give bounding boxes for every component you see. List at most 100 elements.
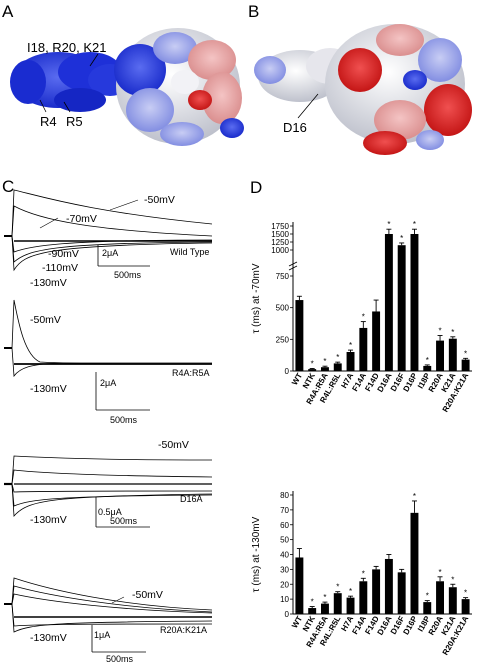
panel-c-letter: C [2, 177, 14, 196]
r20k21-scale-time: 500ms [106, 654, 134, 664]
significance-star: * [336, 583, 339, 592]
wt-v-90: -90mV [48, 248, 79, 260]
bar [346, 597, 355, 614]
significance-star: * [311, 359, 314, 368]
bar [461, 599, 470, 614]
significance-star: * [413, 220, 416, 229]
panel-d-letter: D [250, 178, 262, 197]
significance-star: * [336, 353, 339, 362]
d16a-v-130: -130mV [30, 514, 67, 526]
y-tick-label: 50 [280, 536, 289, 545]
r20k21-v-50: -50mV [132, 589, 163, 601]
significance-star: * [311, 598, 314, 607]
significance-star: * [413, 492, 416, 501]
bar [397, 572, 406, 614]
label-r4: R4 [40, 114, 57, 129]
y-tick-label: 70 [280, 506, 289, 515]
bar [372, 569, 381, 614]
panel-b: B D16 [248, 2, 472, 155]
r4r5-name: R4A:R5A [172, 368, 210, 378]
panel-a-letter: A [2, 2, 14, 21]
significance-star: * [349, 587, 352, 596]
significance-star: * [451, 328, 454, 337]
wt-v-130: -130mV [30, 277, 67, 289]
y-tick-label: 40 [280, 551, 289, 560]
wt-v-110: -110mV [42, 262, 78, 274]
axis-break-mark [288, 265, 298, 271]
bar [295, 557, 304, 614]
r4r5-scale-time: 500ms [110, 415, 138, 425]
significance-star: * [387, 220, 390, 229]
trace-d16a: -50mV -130mV 0.5μA 500ms D16A [4, 439, 213, 528]
x-tick-label: D16P [401, 614, 419, 636]
label-r5: R5 [66, 114, 83, 129]
significance-star: * [323, 593, 326, 602]
significance-star: * [464, 349, 467, 358]
significance-star: * [362, 569, 365, 578]
y-axis-label: τ (ms) at -130mV [251, 516, 262, 592]
bar [423, 602, 432, 614]
bar [448, 587, 457, 614]
r20k21-name: R20A:K21A [160, 625, 207, 635]
bar [308, 369, 317, 371]
bar [397, 245, 406, 371]
d16a-scale-current: 0.5μA [98, 507, 122, 517]
bar [308, 608, 317, 614]
significance-star: * [438, 568, 441, 577]
significance-star: * [464, 589, 467, 598]
significance-star: * [362, 313, 365, 322]
axis-break-mark [288, 261, 298, 267]
y-tick-label: 1500 [271, 230, 289, 239]
y-tick-label: 0 [285, 610, 290, 619]
y-tick-label: 30 [280, 565, 289, 574]
bar [410, 512, 419, 614]
y-tick-label: 80 [280, 491, 289, 500]
significance-star: * [426, 356, 429, 365]
y-tick-label: 250 [276, 335, 290, 344]
r20k21-scale-current: 1μA [94, 630, 110, 640]
bar [359, 581, 368, 614]
r4r5-v-130: -130mV [30, 383, 67, 395]
bar [436, 581, 444, 614]
bar [461, 359, 470, 371]
r4r5-scale-current: 2μA [100, 378, 116, 388]
wt-v-70: -70mV [66, 213, 97, 225]
d16a-name: D16A [180, 494, 203, 504]
d16a-v-50: -50mV [158, 439, 189, 451]
y-tick-label: 1000 [271, 246, 289, 255]
bar [384, 234, 393, 371]
y-tick-label: 1250 [271, 238, 289, 247]
label-d16: D16 [283, 120, 307, 135]
y-tick-label: 0 [285, 367, 290, 376]
panel-c: C -50mV -70mV -90mV -110mV -130mV 2μA 50… [2, 177, 213, 664]
y-tick-label: 750 [276, 272, 290, 281]
bar [410, 234, 419, 371]
trace-r4a-r5a: -50mV -130mV 2μA 500ms R4A:R5A [4, 299, 213, 425]
bar [333, 593, 342, 614]
wt-v-50: -50mV [144, 194, 175, 206]
bar [333, 363, 342, 371]
bar [384, 558, 393, 614]
significance-star: * [323, 357, 326, 366]
bar [321, 603, 329, 614]
panel-a-surface [10, 28, 244, 146]
bar [423, 365, 432, 371]
y-axis-label: τ (ms) at -70mV [251, 263, 262, 333]
wt-scale-current: 2μA [102, 248, 118, 258]
bar [448, 338, 457, 371]
bar [359, 327, 368, 371]
y-tick-label: 20 [280, 580, 289, 589]
y-tick-label: 1750 [271, 222, 289, 231]
bar [436, 340, 444, 371]
significance-star: * [426, 592, 429, 601]
panel-a: A I18, R20, K21 R4 R5 [2, 2, 244, 146]
panel-b-surface [254, 24, 472, 155]
significance-star: * [451, 575, 454, 584]
bar [321, 367, 329, 371]
bar [295, 300, 304, 371]
label-i18-r20-k21: I18, R20, K21 [27, 40, 107, 55]
